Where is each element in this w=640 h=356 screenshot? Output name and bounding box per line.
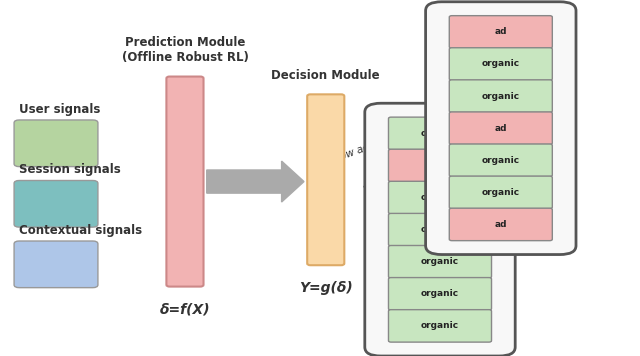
Text: ad: ad <box>495 27 507 36</box>
FancyBboxPatch shape <box>388 310 492 342</box>
FancyBboxPatch shape <box>449 144 552 177</box>
Text: organic: organic <box>421 225 459 234</box>
Text: Session signals: Session signals <box>19 163 121 176</box>
FancyBboxPatch shape <box>388 149 492 182</box>
FancyBboxPatch shape <box>426 2 576 255</box>
Text: δ=f(X): δ=f(X) <box>159 303 211 316</box>
Text: High ad load: High ad load <box>362 180 428 209</box>
FancyBboxPatch shape <box>449 48 552 80</box>
Text: organic: organic <box>421 193 459 202</box>
Text: organic: organic <box>482 156 520 165</box>
FancyBboxPatch shape <box>449 16 552 48</box>
FancyBboxPatch shape <box>388 278 492 310</box>
Text: ad: ad <box>434 161 446 170</box>
FancyBboxPatch shape <box>388 213 492 246</box>
Text: User signals: User signals <box>19 103 100 116</box>
FancyBboxPatch shape <box>449 80 552 112</box>
FancyArrow shape <box>207 161 304 202</box>
Text: Contextual signals: Contextual signals <box>19 224 142 237</box>
Text: organic: organic <box>421 129 459 138</box>
FancyBboxPatch shape <box>307 94 344 265</box>
FancyBboxPatch shape <box>388 181 492 214</box>
Text: organic: organic <box>482 59 520 68</box>
Text: organic: organic <box>482 91 520 100</box>
FancyBboxPatch shape <box>14 180 98 227</box>
FancyBboxPatch shape <box>14 120 98 167</box>
FancyBboxPatch shape <box>166 77 204 287</box>
Text: organic: organic <box>421 289 459 298</box>
Text: organic: organic <box>421 257 459 266</box>
Text: organic: organic <box>421 321 459 330</box>
FancyBboxPatch shape <box>14 241 98 288</box>
FancyBboxPatch shape <box>388 117 492 150</box>
Text: ad: ad <box>495 124 507 133</box>
FancyBboxPatch shape <box>388 246 492 278</box>
FancyBboxPatch shape <box>449 112 552 145</box>
FancyBboxPatch shape <box>449 176 552 209</box>
Text: Y=g(δ): Y=g(δ) <box>299 281 353 295</box>
Text: ad: ad <box>495 220 507 229</box>
Text: organic: organic <box>482 188 520 197</box>
Text: Decision Module: Decision Module <box>271 69 380 82</box>
FancyBboxPatch shape <box>449 208 552 241</box>
FancyBboxPatch shape <box>365 103 515 356</box>
Text: Prediction Module
(Offline Robust RL): Prediction Module (Offline Robust RL) <box>122 36 248 64</box>
Text: Low ad load: Low ad load <box>333 133 395 164</box>
